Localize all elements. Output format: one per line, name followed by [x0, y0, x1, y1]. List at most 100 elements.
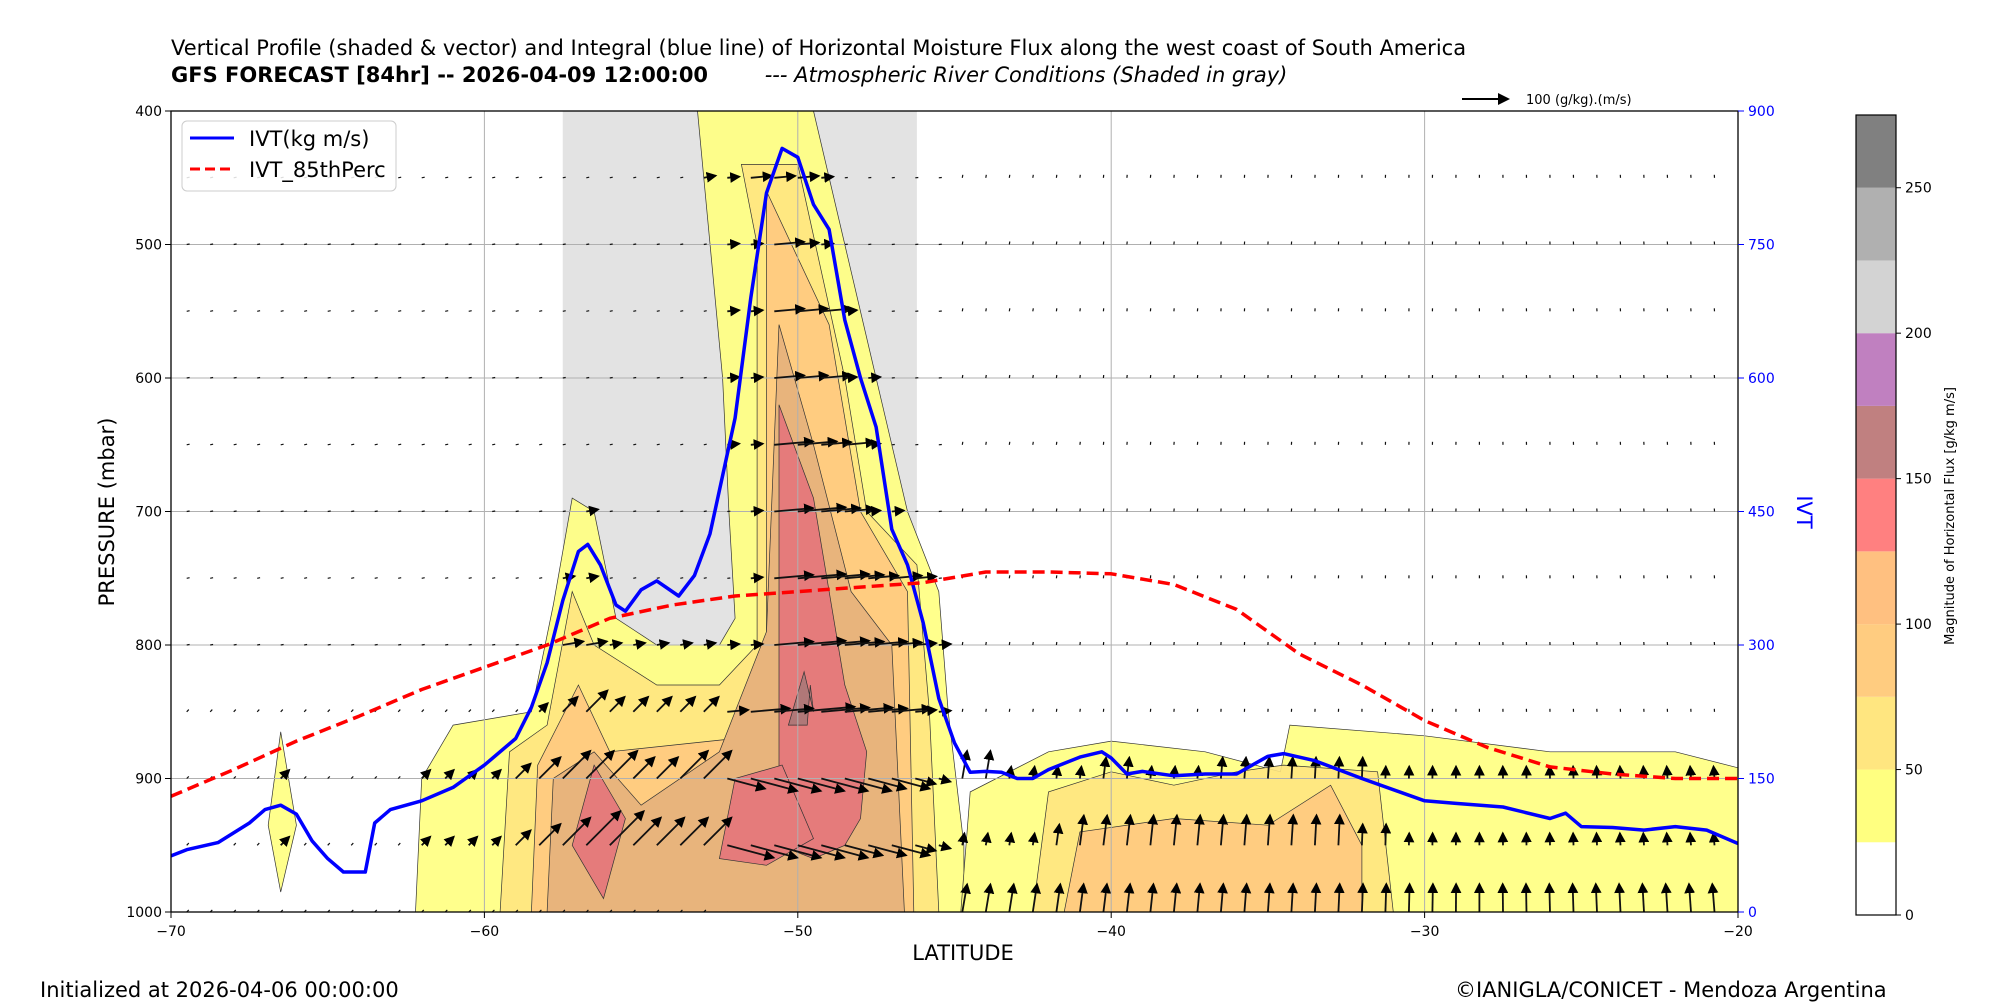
legend: IVT(kg m/s) IVT_85thPerc — [182, 121, 396, 191]
flux-vector — [1690, 767, 1691, 779]
flux-vector — [986, 175, 987, 178]
flux-vector — [1033, 642, 1034, 645]
colorbar-tick-label: 100 — [1905, 617, 1932, 633]
flux-vector — [445, 511, 448, 512]
flux-vector — [657, 578, 660, 579]
flux-vector — [375, 645, 378, 646]
colorbar-tick-label: 0 — [1905, 908, 1914, 924]
flux-vector — [281, 311, 284, 312]
flux-vector — [821, 177, 833, 178]
flux-vector — [1597, 767, 1598, 779]
flux-vector — [1690, 833, 1691, 845]
flux-vector — [704, 511, 707, 512]
flux-vector — [422, 710, 424, 712]
flux-vector — [351, 645, 354, 646]
flux-vector — [281, 244, 284, 245]
flux-vector — [539, 244, 542, 245]
flux-vector — [469, 244, 472, 245]
flux-vector — [234, 578, 237, 579]
flux-vector — [445, 378, 448, 379]
flux-vector — [680, 511, 683, 512]
flux-vector — [328, 843, 330, 845]
flux-vector — [469, 645, 472, 646]
flux-vector — [610, 444, 613, 445]
flux-vector — [1385, 884, 1386, 912]
flux-vector — [210, 710, 212, 712]
flux-vector — [680, 578, 683, 579]
flux-vector — [563, 511, 566, 512]
flux-vector — [1526, 884, 1527, 912]
flux-vector — [986, 642, 987, 645]
x-tick-label: −30 — [1410, 924, 1440, 940]
flux-vector — [563, 244, 566, 245]
flux-vector — [304, 311, 307, 312]
flux-vector — [751, 444, 763, 445]
flux-vector — [680, 444, 683, 445]
flux-vector — [422, 578, 425, 579]
flux-vector — [398, 843, 400, 845]
flux-vector — [633, 311, 636, 312]
flux-vector — [1197, 767, 1198, 779]
flux-vector — [187, 511, 190, 512]
flux-vector — [1620, 833, 1621, 845]
flux-vector — [1573, 884, 1574, 912]
flux-vector — [986, 375, 987, 378]
flux-vector — [751, 644, 763, 645]
flux-vector — [962, 175, 963, 178]
flux-vector — [1033, 375, 1034, 378]
flux-vector — [375, 444, 378, 445]
flux-vector — [304, 511, 307, 512]
flux-vector — [187, 710, 189, 712]
vector-reference-label: 100 (g/kg).(m/s) — [1526, 93, 1632, 108]
flux-vector — [539, 444, 542, 445]
flux-vector — [469, 710, 471, 712]
colorbar-swatch — [1856, 406, 1896, 479]
flux-vector — [868, 377, 880, 378]
initialized-text: Initialized at 2026-04-06 00:00:00 — [40, 978, 399, 1002]
flux-vector — [422, 645, 425, 646]
colorbar-swatch — [1856, 188, 1896, 261]
flux-vector — [1362, 758, 1363, 779]
y-tick-label: 400 — [135, 104, 162, 120]
flux-vector — [281, 378, 284, 379]
flux-vector — [210, 511, 213, 512]
flux-vector — [351, 244, 354, 245]
flux-vector — [328, 578, 331, 579]
colorbar-tick-label: 250 — [1905, 181, 1932, 197]
flux-vector — [234, 843, 236, 845]
flux-vector — [210, 444, 213, 445]
flux-vector — [469, 378, 472, 379]
flux-vector — [375, 244, 378, 245]
colorbar-swatch — [1856, 697, 1896, 770]
x-tick-label: −70 — [156, 924, 186, 940]
colorbar-swatch — [1856, 115, 1896, 188]
colorbar-swatch — [1856, 551, 1896, 624]
flux-vector — [539, 645, 542, 646]
flux-vector — [445, 444, 448, 445]
flux-vector — [375, 843, 377, 845]
flux-vector — [727, 310, 739, 311]
flux-vector — [962, 509, 963, 512]
y-tick-label: 1000 — [126, 905, 162, 921]
flux-vector — [680, 244, 683, 245]
flux-vector — [234, 511, 237, 512]
flux-vector — [845, 377, 857, 378]
flux-vector — [633, 244, 636, 245]
flux-vector — [187, 244, 190, 245]
flux-vector — [1033, 709, 1034, 712]
flux-vector — [610, 511, 613, 512]
flux-vector — [1033, 308, 1034, 311]
flux-vector — [516, 177, 519, 178]
flux-vector — [469, 444, 472, 445]
flux-vector — [351, 511, 354, 512]
y2-tick-label: 600 — [1748, 371, 1775, 387]
flux-vector — [398, 645, 401, 646]
flux-vector — [586, 177, 589, 178]
flux-vector — [187, 444, 190, 445]
colorbar-swatch — [1856, 842, 1896, 915]
credit-text: ©IANIGLA/CONICET - Mendoza Argentina — [1455, 978, 1887, 1002]
flux-vector — [986, 442, 987, 445]
flux-vector — [727, 244, 739, 245]
flux-vector — [328, 311, 331, 312]
flux-vector — [375, 578, 378, 579]
